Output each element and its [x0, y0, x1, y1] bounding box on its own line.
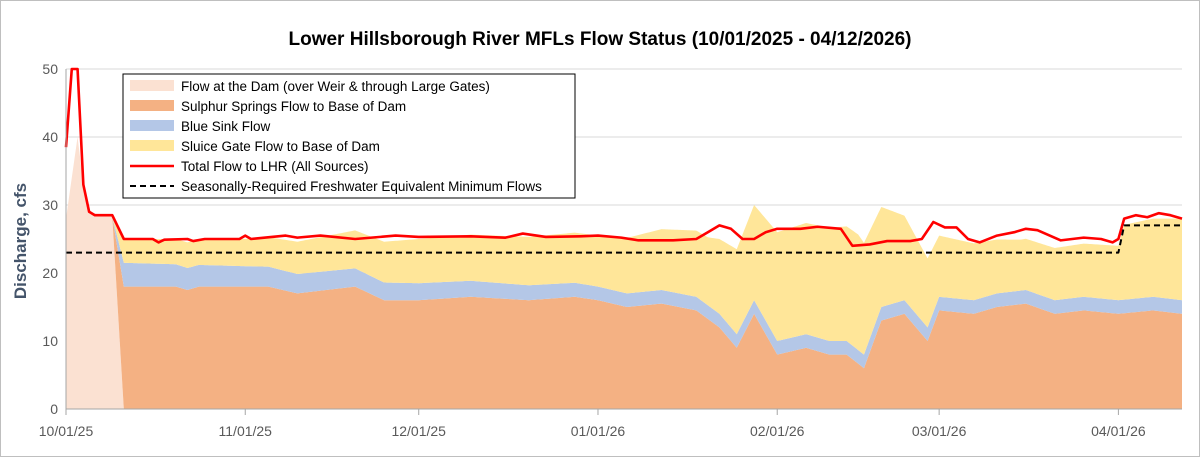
x-tick-label: 01/01/26: [571, 423, 626, 439]
x-tick-label: 12/01/25: [391, 423, 446, 439]
legend: Flow at the Dam (over Weir & through Lar…: [122, 73, 576, 199]
line-series: [64, 67, 1183, 254]
legend-entry: Sluice Gate Flow to Base of Dam: [181, 139, 380, 154]
y-tick-label: 50: [42, 61, 58, 77]
legend-entry: Sulphur Springs Flow to Base of Dam: [181, 99, 406, 114]
x-tick-label: 03/01/26: [912, 423, 967, 439]
area-series: [66, 137, 1182, 409]
area-sulphur-springs-flow-to-base-of-dam: [66, 137, 1182, 409]
y-tick-label: 0: [50, 401, 58, 417]
legend-entry: Blue Sink Flow: [181, 119, 271, 134]
axes: 0 10 20 30 40 50 10/01/25 11/01/25 12/01/25 01/01…: [39, 61, 1182, 439]
legend-box: [122, 73, 576, 199]
x-tick-label: 10/01/25: [39, 423, 94, 439]
legend-entry: Seasonally-Required Freshwater Equivalen…: [181, 179, 542, 194]
legend-entry: Total Flow to LHR (All Sources): [181, 159, 369, 174]
x-tick-label: 11/01/25: [219, 423, 273, 439]
legend-swatch: [130, 140, 174, 151]
x-tick-label: 02/01/26: [750, 423, 805, 439]
chart-title: Lower Hillsborough River MFLs Flow Statu…: [289, 29, 912, 50]
legend-swatch: [130, 100, 174, 111]
legend-swatch: [130, 120, 174, 131]
area-sluice-gate-flow-to-base-of-dam: [66, 137, 1182, 355]
area-blue-sink-flow: [66, 137, 1182, 369]
x-tick-label: 04/01/26: [1091, 423, 1146, 439]
y-tick-label: 30: [42, 197, 58, 213]
total-flow-line: [64, 67, 1183, 248]
y-tick-label: 40: [42, 129, 58, 145]
legend-entry: Flow at the Dam (over Weir & through Lar…: [181, 79, 490, 94]
y-tick-label: 10: [42, 333, 58, 349]
y-axis-label: Discharge, cfs: [11, 183, 30, 299]
y-tick-label: 20: [42, 265, 58, 281]
legend-swatch: [130, 80, 174, 91]
